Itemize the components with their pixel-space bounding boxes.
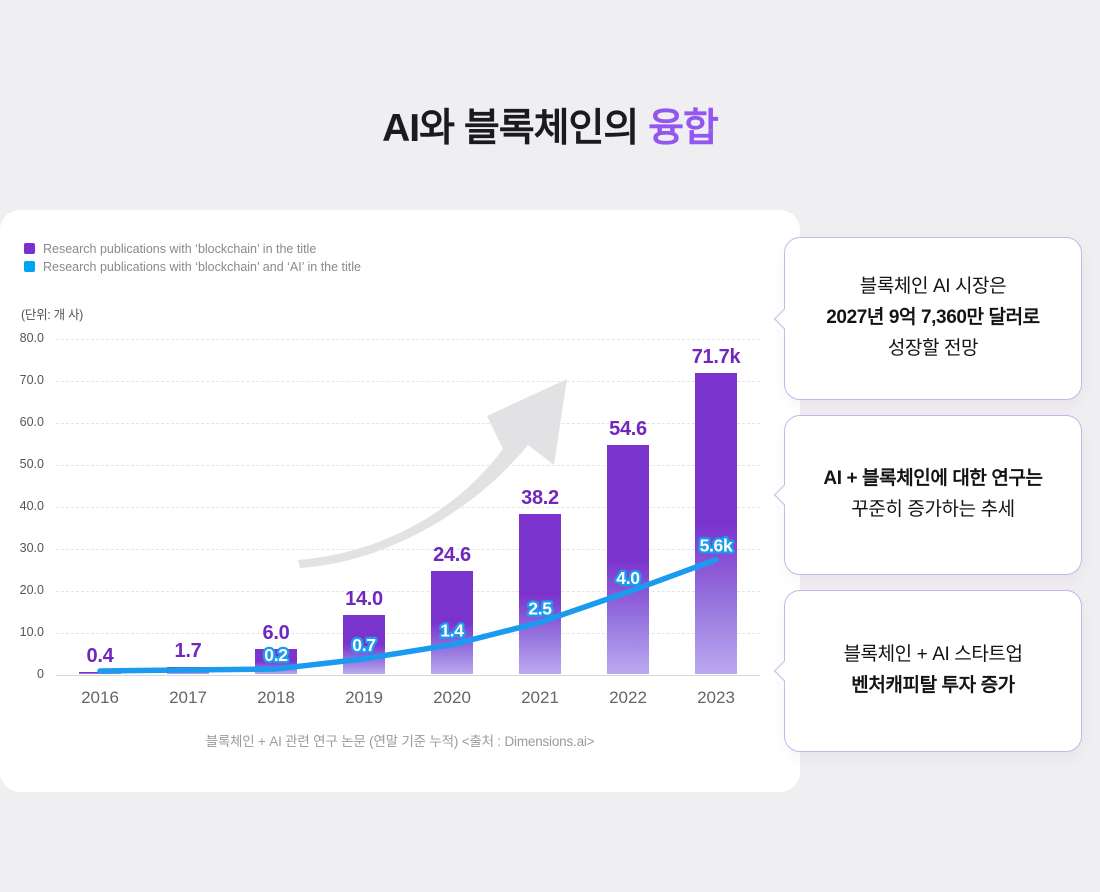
callout-line: 블록체인 AI 시장은 [859,276,1007,298]
chart-caption: 블록체인 + AI 관련 연구 논문 (연말 기준 누적) <출처 : Dime… [205,734,595,749]
callout-line: AI + 블록체인에 대한 연구는 [823,468,1043,490]
legend-item-blockchain-ai: Research publications with ‘blockchain’ … [24,258,361,275]
page-title-accent: 융합 [648,107,719,150]
x-axis-label-2016: 2016 [81,688,119,707]
bar-2022 [607,444,649,674]
bar-value-label: 1.7 [174,639,202,662]
x-axis-label-2021: 2021 [521,688,559,707]
gridline [56,591,760,592]
x-axis-label-2020: 2020 [433,688,471,707]
bar-value-label: 0.4 [86,645,114,668]
bar-value-label: 54.6 [609,417,647,440]
legend-label: Research publications with ‘blockchain’ … [43,241,317,256]
y-axis-tick: 20.0 [19,583,44,597]
bar-value-label: 24.6 [433,543,471,566]
gridline [56,339,760,340]
y-axis-tick: 10.0 [19,625,44,639]
gridline [56,465,760,466]
y-axis-unit-label: (단위: 개 사) [21,308,84,322]
gridline [56,507,760,508]
bar-2016 [79,672,121,674]
y-axis-tick: 0 [37,667,44,681]
legend-swatch-purple-icon [24,243,35,254]
gridline [56,423,760,424]
bar-2019 [343,615,385,674]
gridline [56,633,760,634]
x-axis-label-2022: 2022 [609,688,647,707]
bar-2017 [167,666,209,674]
bar-2021 [519,513,561,674]
chart-card: Research publications with ‘blockchain’ … [0,210,800,792]
x-axis-label-2019: 2019 [345,688,383,707]
bar-value-label: 38.2 [521,486,559,509]
bar-2018 [255,648,297,674]
gridline [56,381,760,382]
callout-line: 2027년 9억 7,360만 달러로 [826,307,1040,329]
x-axis-label-2018: 2018 [257,688,295,707]
y-axis-tick: 30.0 [19,541,44,555]
callout-line: 꾸준히 증가하는 추세 [851,499,1015,520]
gridline [56,675,760,676]
x-axis-label-2017: 2017 [169,688,207,707]
page-title: AI와 블록체인의 융합 [0,97,1100,153]
y-axis-tick: 70.0 [19,373,44,387]
gridline [56,549,760,550]
legend-label: Research publications with ‘blockchain’ … [43,259,361,274]
bar-value-label: 6.0 [262,621,290,644]
chart-legend: Research publications with ‘blockchain’ … [24,240,361,276]
plot-area: 80.0 70.0 60.0 50.0 40.0 30.0 20.0 10.0 0 0.4 2016… [20,331,760,707]
legend-swatch-blue-icon [24,261,35,272]
y-axis-tick: 40.0 [19,499,44,513]
y-axis-tick: 60.0 [19,415,44,429]
x-axis-label-2023: 2023 [697,688,735,707]
bar-2020 [431,570,473,674]
callout-line: 블록체인 + AI 스타트업 [843,644,1023,666]
bar-value-label: 71.7k [691,345,741,368]
page-title-text: AI와 블록체인의 [382,107,639,150]
bar-value-label: 14.0 [345,588,383,611]
y-axis-tick: 50.0 [19,457,44,471]
callout-line: 성장할 전망 [887,337,979,359]
callout-line: 벤처캐피탈 투자 증가 [851,675,1015,696]
bar-2023 [695,372,737,674]
legend-item-blockchain: Research publications with ‘blockchain’ … [24,240,361,257]
y-axis-tick: 80.0 [19,331,44,345]
